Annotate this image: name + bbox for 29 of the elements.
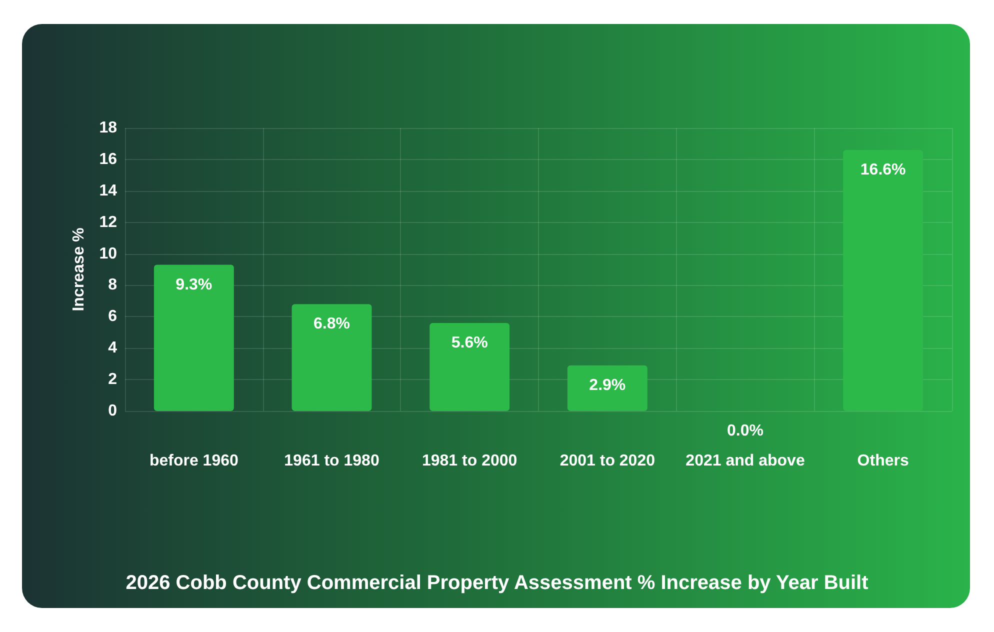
- y-tick-label: 8: [108, 276, 118, 294]
- data-label: 6.8%: [314, 316, 350, 333]
- bar: [430, 322, 510, 411]
- y-tick-label: 4: [108, 340, 118, 357]
- bar: [154, 264, 234, 411]
- bar: [843, 150, 924, 411]
- y-tick-label: 0: [108, 402, 118, 420]
- x-tick-label: 1981 to 2000: [422, 452, 518, 470]
- text: 2026 Cobb County Commercial Property Assessment % Increase by Year Built: [126, 572, 869, 594]
- y-tick-label: 16: [99, 150, 118, 168]
- x-tick-label: before 1960: [149, 452, 238, 470]
- data-label: 2.9%: [589, 376, 626, 394]
- y-tick-label: 10: [99, 245, 118, 262]
- y-tick-label: 2: [108, 371, 118, 388]
- bar: [292, 304, 372, 411]
- y-axis-title: Increase %: [70, 228, 88, 312]
- x-tick-label: Others: [857, 452, 909, 470]
- x-tick-label: 1961 to 1980: [284, 452, 380, 470]
- data-label: 5.6%: [451, 334, 488, 352]
- y-tick-label: 18: [99, 120, 118, 136]
- data-label: 0.0%: [727, 422, 764, 440]
- y-tick-label: 12: [99, 214, 118, 231]
- data-label: 16.6%: [860, 162, 906, 179]
- x-tick-label: 2021 and above: [686, 452, 805, 470]
- y-tick-label: 14: [99, 182, 118, 200]
- y-tick-label: 6: [108, 308, 118, 326]
- x-tick-label: 2001 to 2020: [560, 452, 656, 470]
- data-label: 9.3%: [176, 276, 212, 294]
- bar: [567, 365, 648, 411]
